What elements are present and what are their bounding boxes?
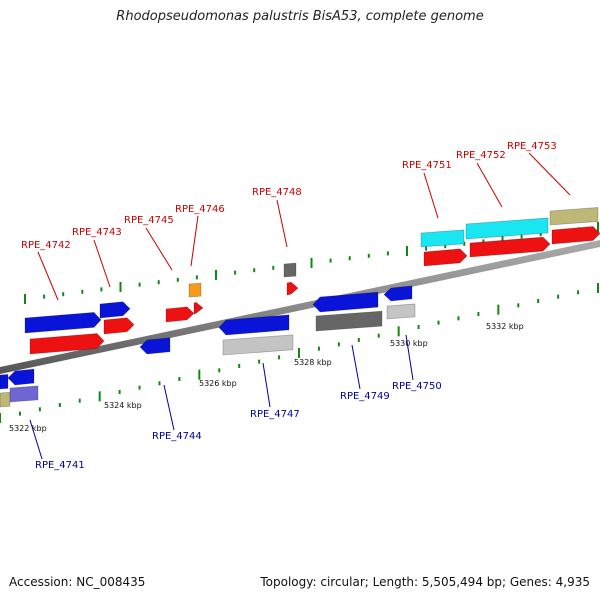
gene-label-rpe-4746[interactable]: RPE_4746: [175, 204, 225, 215]
gene-label-rpe-4747[interactable]: RPE_4747: [250, 409, 300, 420]
gene-feature-rpe-4746-cds[interactable]: [193, 301, 204, 315]
callout-rpe-4749: [351, 344, 361, 390]
callout-lines: [29, 152, 571, 460]
gene-feature-rpe-4743[interactable]: [99, 301, 131, 319]
gene-feature-rpe-4752[interactable]: [465, 217, 549, 240]
scale-label-5322: 5322 kbp: [9, 424, 47, 433]
callout-rpe-4750: [405, 334, 414, 381]
gene-feature-rpe-4744[interactable]: [139, 337, 171, 355]
gene-label-rpe-4745[interactable]: RPE_4745: [124, 215, 174, 226]
callout-rpe-4752: [476, 162, 503, 208]
gene-feature-rpe-4741-cds[interactable]: [9, 385, 39, 403]
callout-rpe-4742: [37, 251, 59, 301]
gene-feature-rpe-4746[interactable]: [188, 282, 202, 298]
gene-label-rpe-4744[interactable]: RPE_4744: [152, 431, 202, 442]
gene-label-rpe-4750[interactable]: RPE_4750: [392, 381, 442, 392]
scale-label-5328: 5328 kbp: [294, 358, 332, 367]
gene-label-rpe-4753[interactable]: RPE_4753: [507, 141, 557, 152]
callout-rpe-4747: [262, 362, 271, 408]
gene-feature-rpe-4749[interactable]: [312, 291, 379, 313]
scale-label-5324: 5324 kbp: [104, 401, 142, 410]
gene-feature-rpe-4743-cds[interactable]: [103, 317, 135, 335]
gene-feature-rpe-4750-cds[interactable]: [386, 303, 416, 320]
map-title: Rhodopseudomonas palustris BisA53, compl…: [116, 9, 484, 24]
gene-feature-rpe-4741-partial[interactable]: [0, 373, 9, 390]
gene-feature-rpe-4748[interactable]: [283, 262, 297, 278]
callout-rpe-4744: [163, 384, 175, 431]
callout-rpe-4746: [190, 215, 199, 267]
accession-text: Accession: NC_008435: [9, 575, 146, 589]
gene-feature-rpe-4745[interactable]: [165, 306, 195, 323]
gene-label-rpe-4749[interactable]: RPE_4749: [340, 391, 390, 402]
gene-label-rpe-4743[interactable]: RPE_4743: [72, 227, 122, 238]
scale-ticks: [0, 222, 599, 423]
callout-rpe-4745: [145, 227, 173, 271]
gene-feature-rpe-4742-cds[interactable]: [29, 333, 105, 355]
gene-label-rpe-4748[interactable]: RPE_4748: [252, 187, 302, 198]
callout-rpe-4753: [528, 152, 571, 196]
gene-label-rpe-4741[interactable]: RPE_4741: [35, 460, 85, 471]
gene-feature-rpe-4749-cds[interactable]: [315, 310, 383, 332]
topology-text: Topology: circular; Length: 5,505,494 bp…: [260, 575, 590, 589]
gene-feature-rpe-4748-cds[interactable]: [286, 281, 299, 296]
gene-feature-rpe-4753-cds[interactable]: [551, 226, 600, 245]
gene-feature-rpe-4741[interactable]: [7, 368, 35, 386]
scale-label-5332: 5332 kbp: [486, 322, 524, 331]
callout-rpe-4751: [423, 172, 439, 219]
gene-label-rpe-4752[interactable]: RPE_4752: [456, 150, 506, 161]
gene-feature-rpe-4753[interactable]: [549, 207, 599, 226]
gene-feature-rpe-4752-cds[interactable]: [469, 236, 551, 258]
gene-feature-rpe-4747-cds[interactable]: [222, 334, 294, 356]
scale-label-5330: 5330 kbp: [390, 339, 428, 348]
gene-feature-rpe-4751[interactable]: [420, 229, 465, 248]
gene-feature-rpe-4751-cds[interactable]: [423, 248, 468, 267]
gene-feature-rpe-4750[interactable]: [383, 285, 413, 302]
gene-label-rpe-4742[interactable]: RPE_4742: [21, 240, 71, 251]
gene-feature-rpe-4740-partial[interactable]: [0, 391, 11, 408]
scale-label-5326: 5326 kbp: [199, 379, 237, 388]
gene-feature-rpe-4742[interactable]: [24, 311, 102, 334]
gene-label-rpe-4751[interactable]: RPE_4751: [402, 160, 452, 171]
callout-rpe-4748: [276, 199, 288, 248]
callout-rpe-4743: [93, 239, 111, 288]
gene-feature-rpe-4747[interactable]: [218, 314, 290, 336]
gene-features: [0, 207, 600, 408]
callout-rpe-4741: [29, 419, 43, 460]
